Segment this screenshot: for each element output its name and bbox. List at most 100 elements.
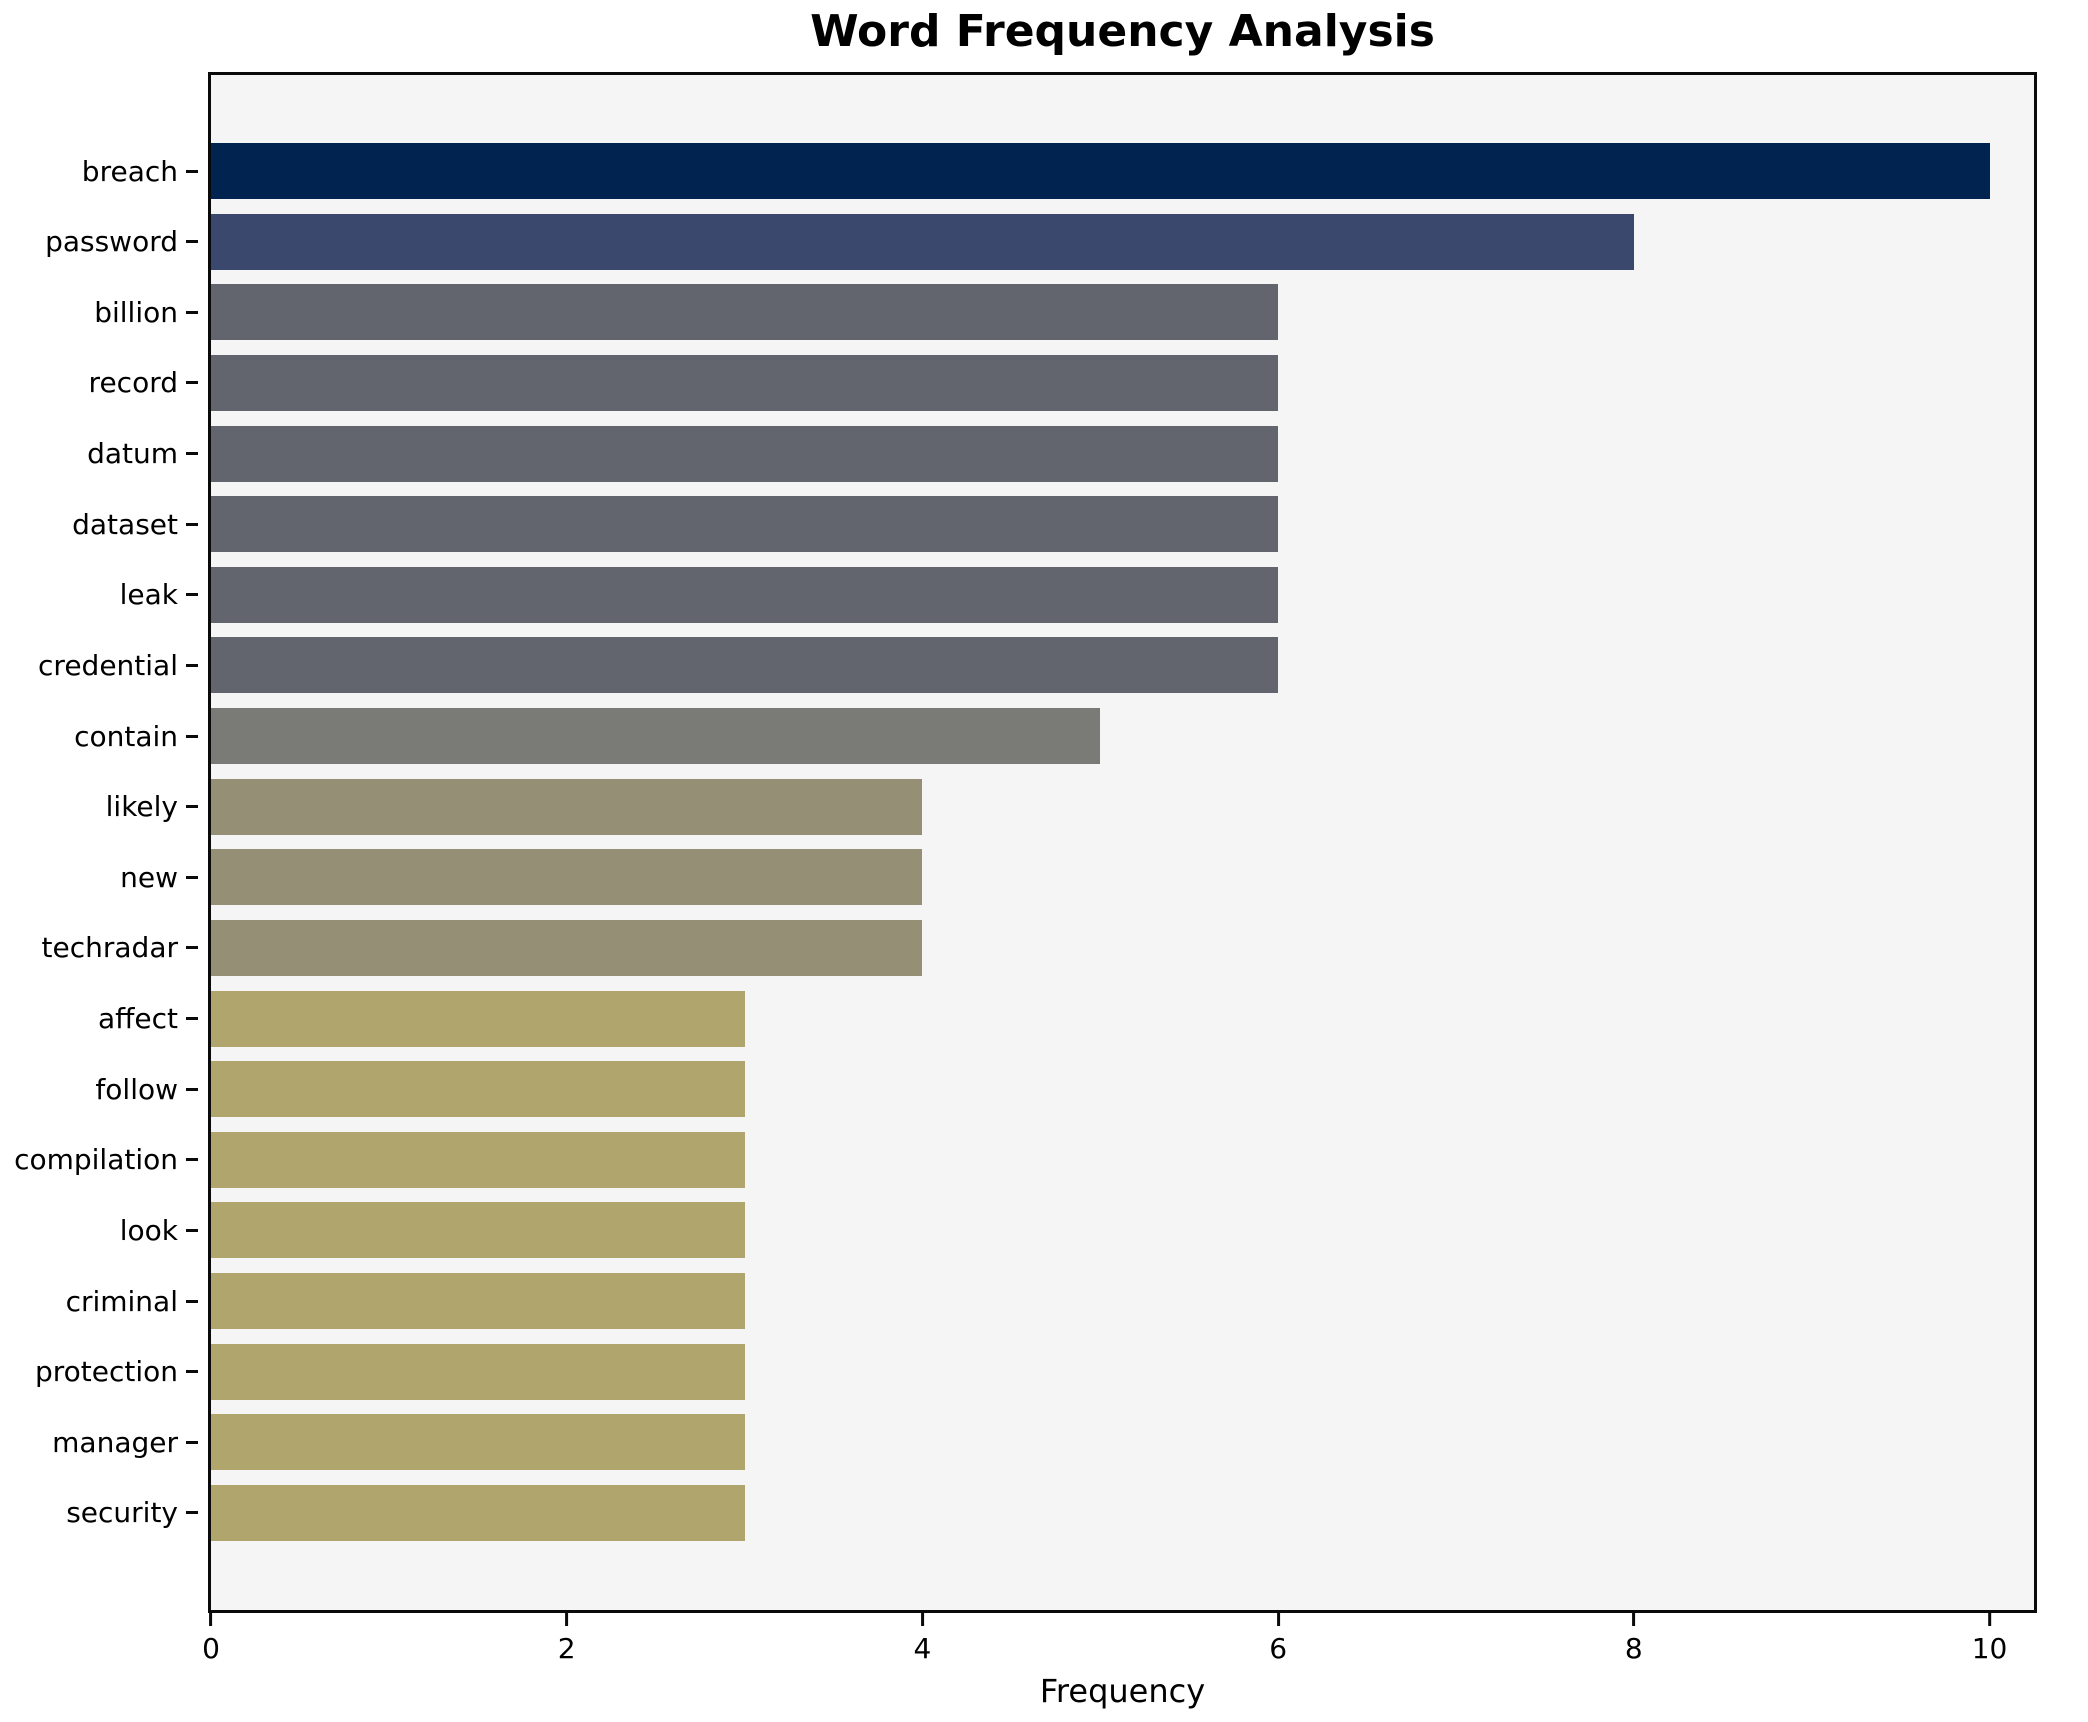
bar-track [211,496,2034,553]
y-tick-mark [186,593,198,597]
bar-likely [211,778,923,835]
bar-criminal [211,1273,745,1329]
bar-record [211,354,1279,411]
y-tick-mark [186,663,198,667]
bar-track [211,143,2034,199]
category-label-likely: likely [105,790,178,824]
category-label-breach: breach [81,154,178,188]
bar-row: security [0,1484,2034,1541]
bar-row: new [0,849,2034,906]
category-label-look: look [119,1213,178,1247]
x-tick-label: 8 [1624,1632,1643,1665]
x-tick: 4 [913,1613,931,1665]
bar-row: breach [0,143,2034,199]
bar-track [211,1202,2034,1259]
category-label-credential: credential [38,648,178,682]
x-tick-label: 4 [913,1632,932,1665]
bar-dataset [211,496,1279,553]
y-tick-mark [186,734,198,738]
bar-track [211,425,2034,482]
y-tick-mark [186,169,198,173]
x-axis-label: Frequency [1039,1672,1206,1710]
x-tick: 8 [1625,1613,1643,1665]
bar-track [211,1273,2034,1329]
bar-manager [211,1414,745,1471]
bar-track [211,637,2034,694]
bar-track [211,354,2034,411]
x-tick: 10 [1971,1613,2008,1665]
bar-techradar [211,919,923,976]
bar-password [211,213,1634,270]
bar-track [211,566,2034,623]
bar-track [211,708,2034,764]
y-tick-mark [186,946,198,950]
x-tick-mark [1276,1613,1280,1626]
x-tick: 6 [1269,1613,1287,1665]
bar-billion [211,284,1279,341]
bar-track [211,849,2034,906]
bar-new [211,849,923,906]
bar-breach [211,143,1990,199]
bar-row: likely [0,778,2034,835]
category-label-criminal: criminal [65,1284,178,1318]
category-label-compilation: compilation [14,1143,178,1177]
category-label-contain: contain [74,719,178,753]
bar-rows: breach password billion record [0,143,2034,1541]
bar-row: follow [0,1061,2034,1118]
category-label-affect: affect [97,1002,178,1035]
bar-track [211,1061,2034,1118]
y-tick-mark [186,875,198,879]
x-tick: 0 [202,1613,220,1665]
y-tick-mark [186,240,198,244]
y-tick-mark [186,1087,198,1091]
bar-row: contain [0,708,2034,764]
bar-row: credential [0,637,2034,694]
x-tick-label: 6 [1269,1632,1288,1665]
x-tick-mark [1988,1613,1992,1626]
bar-row: leak [0,566,2034,623]
bar-row: password [0,213,2034,270]
x-tick-label: 0 [202,1632,220,1665]
bar-credential [211,637,1279,694]
y-tick-mark [186,805,198,809]
x-tick-mark [209,1613,213,1626]
y-tick-mark [186,1299,198,1303]
x-tick-label: 10 [1971,1632,2008,1665]
y-tick-mark [186,452,198,455]
x-tick: 2 [558,1613,576,1665]
bar-track [211,990,2034,1047]
bar-leak [211,566,1279,623]
bar-track [211,1414,2034,1471]
y-tick-mark [186,1017,198,1020]
category-label-record: record [88,366,178,400]
y-tick-mark [186,310,198,314]
category-label-techradar: techradar [41,931,178,965]
y-tick-mark [186,381,198,385]
bar-row: affect [0,990,2034,1047]
category-label-manager: manager [52,1425,178,1459]
y-tick-mark [186,1370,198,1374]
category-label-protection: protection [34,1355,178,1389]
category-label-billion: billion [94,295,178,329]
bar-datum [211,425,1279,482]
bar-security [211,1484,745,1541]
bar-track [211,1343,2034,1400]
category-label-security: security [66,1496,178,1530]
y-tick-mark [186,1158,198,1162]
bar-row: record [0,354,2034,411]
bar-compilation [211,1131,745,1188]
bar-track [211,1484,2034,1541]
bar-follow [211,1061,745,1118]
category-label-dataset: dataset [72,507,178,541]
bar-contain [211,708,1101,764]
bar-look [211,1202,745,1259]
y-tick-mark [186,1440,198,1444]
bar-affect [211,990,745,1047]
bar-row: compilation [0,1131,2034,1188]
bar-track [211,284,2034,341]
category-label-new: new [120,860,178,894]
category-label-leak: leak [119,578,178,612]
x-tick-mark [565,1613,569,1626]
y-tick-mark [186,1511,198,1515]
